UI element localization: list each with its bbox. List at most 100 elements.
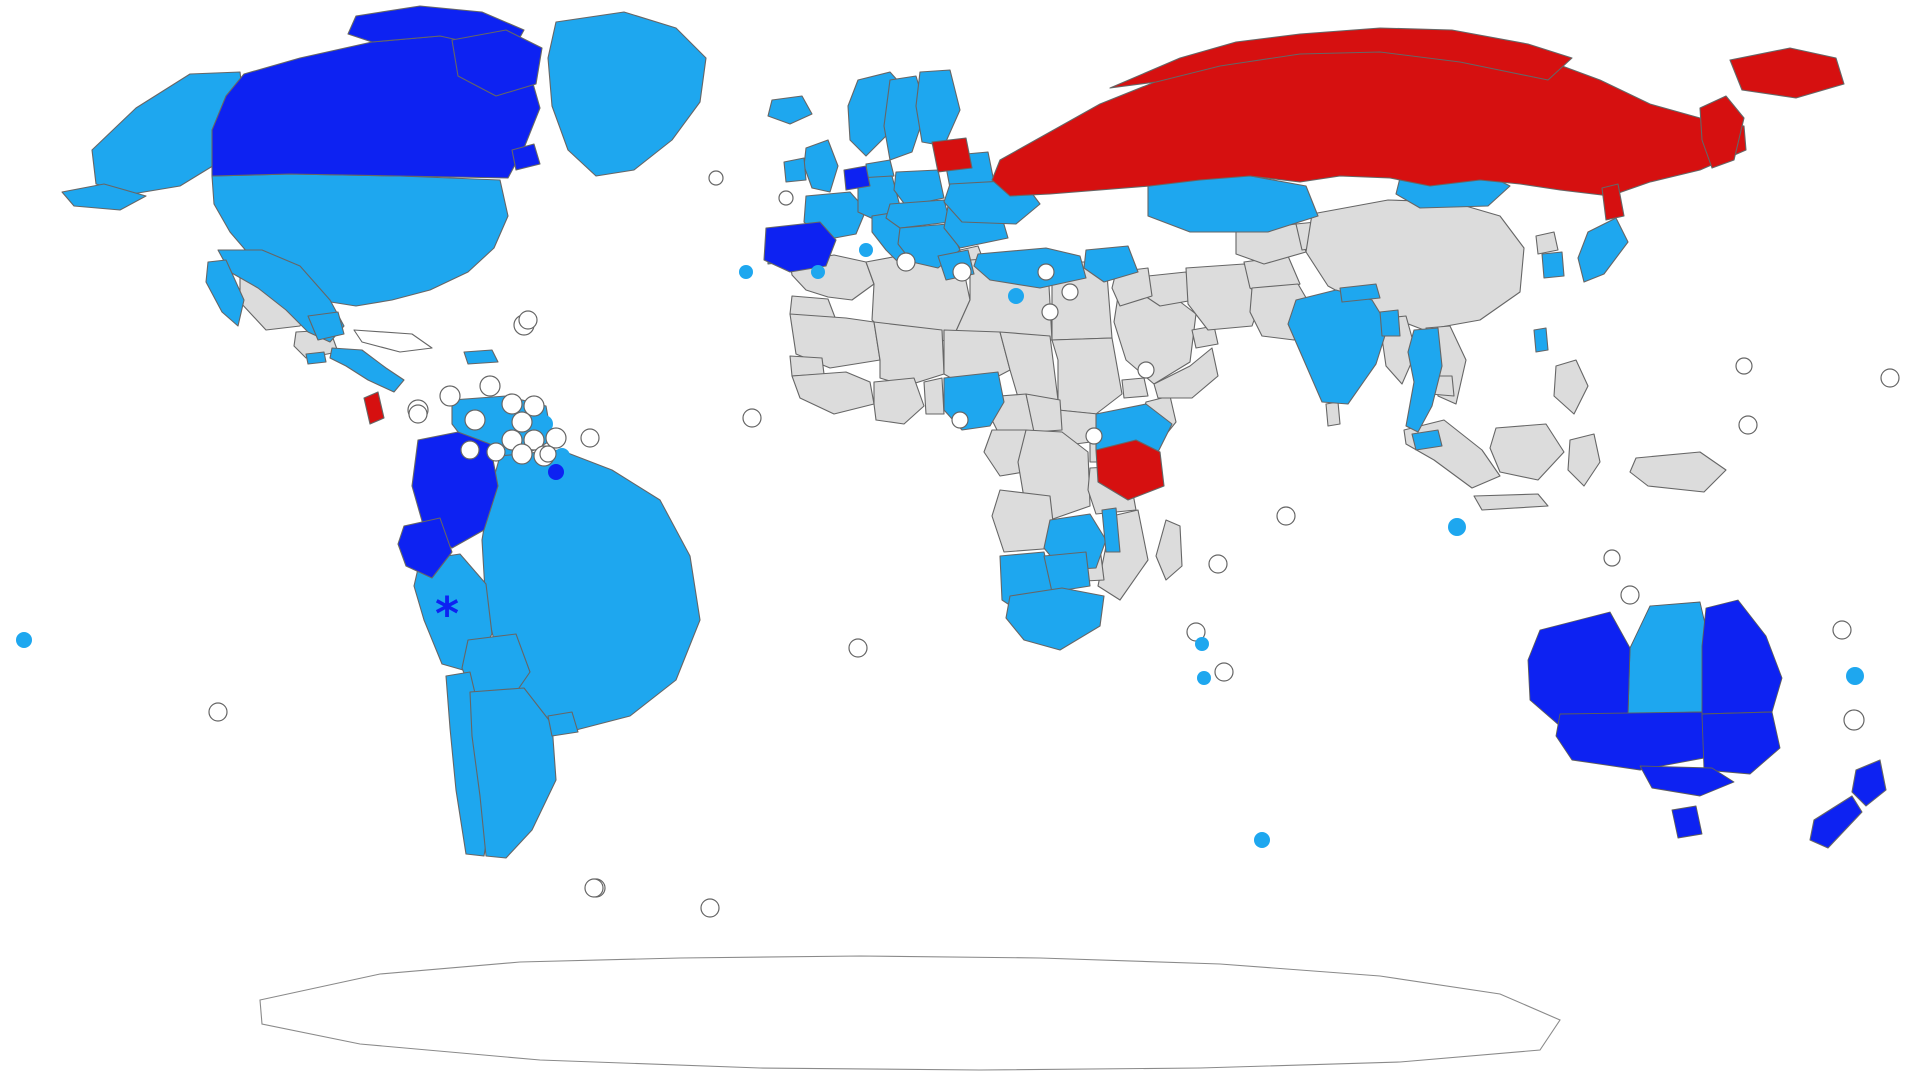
- island-marker[interactable]: [742, 408, 762, 428]
- country-malawi[interactable]: [1101, 507, 1121, 553]
- country-botswana[interactable]: [1043, 551, 1091, 593]
- island-marker[interactable]: [479, 375, 501, 397]
- island-marker[interactable]: [1208, 554, 1228, 574]
- island-marker-blue[interactable]: [1008, 288, 1024, 304]
- country-eritrea-djibouti[interactable]: [1121, 377, 1149, 399]
- country-new-zealand-south[interactable]: [1809, 795, 1863, 849]
- country-ecuador[interactable]: [397, 517, 453, 579]
- island-marker[interactable]: [1061, 283, 1079, 301]
- australia-western-australia[interactable]: [1527, 611, 1631, 727]
- country-malaysia[interactable]: [1411, 429, 1443, 451]
- country-south-korea[interactable]: [1541, 251, 1565, 279]
- country-papua-new-guinea[interactable]: [1629, 451, 1727, 493]
- island-marker-blue[interactable]: [1846, 667, 1864, 685]
- island-marker[interactable]: [896, 252, 916, 272]
- island-marker[interactable]: [1214, 662, 1234, 682]
- country-new-zealand-north[interactable]: [1851, 759, 1887, 807]
- island-marker-blue[interactable]: [859, 243, 873, 257]
- island-marker-blue[interactable]: [554, 448, 570, 464]
- australia-queensland[interactable]: [1701, 599, 1783, 715]
- country-bangladesh[interactable]: [1379, 309, 1401, 337]
- country-dominican-republic[interactable]: [463, 349, 499, 365]
- country-spain[interactable]: [763, 221, 837, 273]
- country-argentina[interactable]: [469, 687, 557, 859]
- island-marker[interactable]: [523, 429, 545, 451]
- country-ivory-coast-ghana[interactable]: [873, 377, 925, 425]
- island-marker[interactable]: [518, 310, 538, 330]
- island-marker[interactable]: [1085, 427, 1103, 445]
- mexico-yucatan[interactable]: [307, 311, 345, 341]
- island-marker-blue[interactable]: [535, 415, 553, 433]
- island-marker[interactable]: [848, 638, 868, 658]
- country-sri-lanka[interactable]: [1325, 401, 1341, 427]
- country-indonesia-borneo[interactable]: [1489, 423, 1565, 481]
- island-marker[interactable]: [511, 411, 533, 433]
- country-austria-czechia-hungary[interactable]: [885, 199, 951, 229]
- island-marker[interactable]: [584, 878, 604, 898]
- island-marker[interactable]: [1276, 506, 1296, 526]
- country-ireland[interactable]: [783, 157, 807, 183]
- country-nepal[interactable]: [1339, 283, 1381, 303]
- country-philippines[interactable]: [1553, 359, 1589, 415]
- country-kenya[interactable]: [1095, 439, 1165, 501]
- island-marker-darkblue[interactable]: [548, 464, 564, 480]
- island-marker-blue[interactable]: [1254, 832, 1270, 848]
- island-marker[interactable]: [951, 411, 969, 429]
- country-netherlands[interactable]: [843, 165, 871, 191]
- island-marker[interactable]: [501, 393, 523, 415]
- russia-chukotka[interactable]: [1729, 47, 1845, 99]
- country-cuba[interactable]: [353, 329, 433, 353]
- country-car[interactable]: [1025, 393, 1063, 433]
- island-marker[interactable]: [408, 404, 428, 424]
- continent-antarctica[interactable]: [259, 955, 1561, 1071]
- island-marker[interactable]: [539, 445, 557, 463]
- country-angola[interactable]: [991, 489, 1057, 553]
- mexico-baja[interactable]: [205, 259, 245, 327]
- island-marker-blue[interactable]: [16, 632, 32, 648]
- country-yemen-oman[interactable]: [1153, 347, 1219, 399]
- country-mali[interactable]: [873, 321, 945, 387]
- country-sudan[interactable]: [1051, 337, 1123, 415]
- country-el-salvador[interactable]: [305, 351, 327, 365]
- country-turkey[interactable]: [973, 247, 1087, 289]
- country-iceland[interactable]: [767, 95, 813, 125]
- island-marker[interactable]: [1137, 361, 1155, 379]
- island-marker[interactable]: [439, 385, 461, 407]
- island-marker[interactable]: [1735, 357, 1753, 375]
- island-marker-blue[interactable]: [491, 407, 509, 425]
- island-marker[interactable]: [1037, 263, 1055, 281]
- island-marker-blue[interactable]: [811, 265, 825, 279]
- island-marker-blue[interactable]: [1197, 671, 1211, 685]
- country-thailand[interactable]: [1405, 327, 1443, 433]
- island-marker[interactable]: [1620, 585, 1640, 605]
- island-marker[interactable]: [486, 442, 506, 462]
- island-marker[interactable]: [1832, 620, 1852, 640]
- alaska-aleutians[interactable]: [61, 183, 147, 211]
- country-uruguay[interactable]: [547, 711, 579, 737]
- country-benin-togo[interactable]: [923, 377, 945, 415]
- island-marker[interactable]: [1603, 549, 1621, 567]
- country-south-africa[interactable]: [1005, 587, 1105, 651]
- russia-kamchatka[interactable]: [1699, 95, 1745, 169]
- country-sweden[interactable]: [883, 75, 927, 161]
- country-baltics[interactable]: [931, 137, 973, 173]
- country-belize[interactable]: [363, 391, 385, 425]
- island-marker[interactable]: [1041, 303, 1059, 321]
- country-indonesia-java[interactable]: [1473, 493, 1549, 511]
- island-marker[interactable]: [523, 395, 545, 417]
- island-marker[interactable]: [1880, 368, 1900, 388]
- country-syria-jordan-israel[interactable]: [1111, 267, 1153, 307]
- country-greenland[interactable]: [547, 11, 707, 177]
- island-marker[interactable]: [778, 190, 794, 206]
- russia-sakhalin[interactable]: [1601, 183, 1625, 221]
- country-indonesia-sulawesi[interactable]: [1567, 433, 1601, 487]
- australia-south-australia[interactable]: [1555, 711, 1705, 771]
- canada-newfoundland[interactable]: [511, 143, 541, 171]
- australia-tasmania[interactable]: [1671, 805, 1703, 839]
- australia-victoria[interactable]: [1639, 765, 1735, 797]
- island-marker[interactable]: [511, 443, 533, 465]
- island-marker-blue[interactable]: [739, 265, 753, 279]
- country-nicaragua-costa-rica-panama[interactable]: [329, 347, 405, 393]
- canada-baffin[interactable]: [451, 29, 543, 97]
- island-marker[interactable]: [952, 262, 972, 282]
